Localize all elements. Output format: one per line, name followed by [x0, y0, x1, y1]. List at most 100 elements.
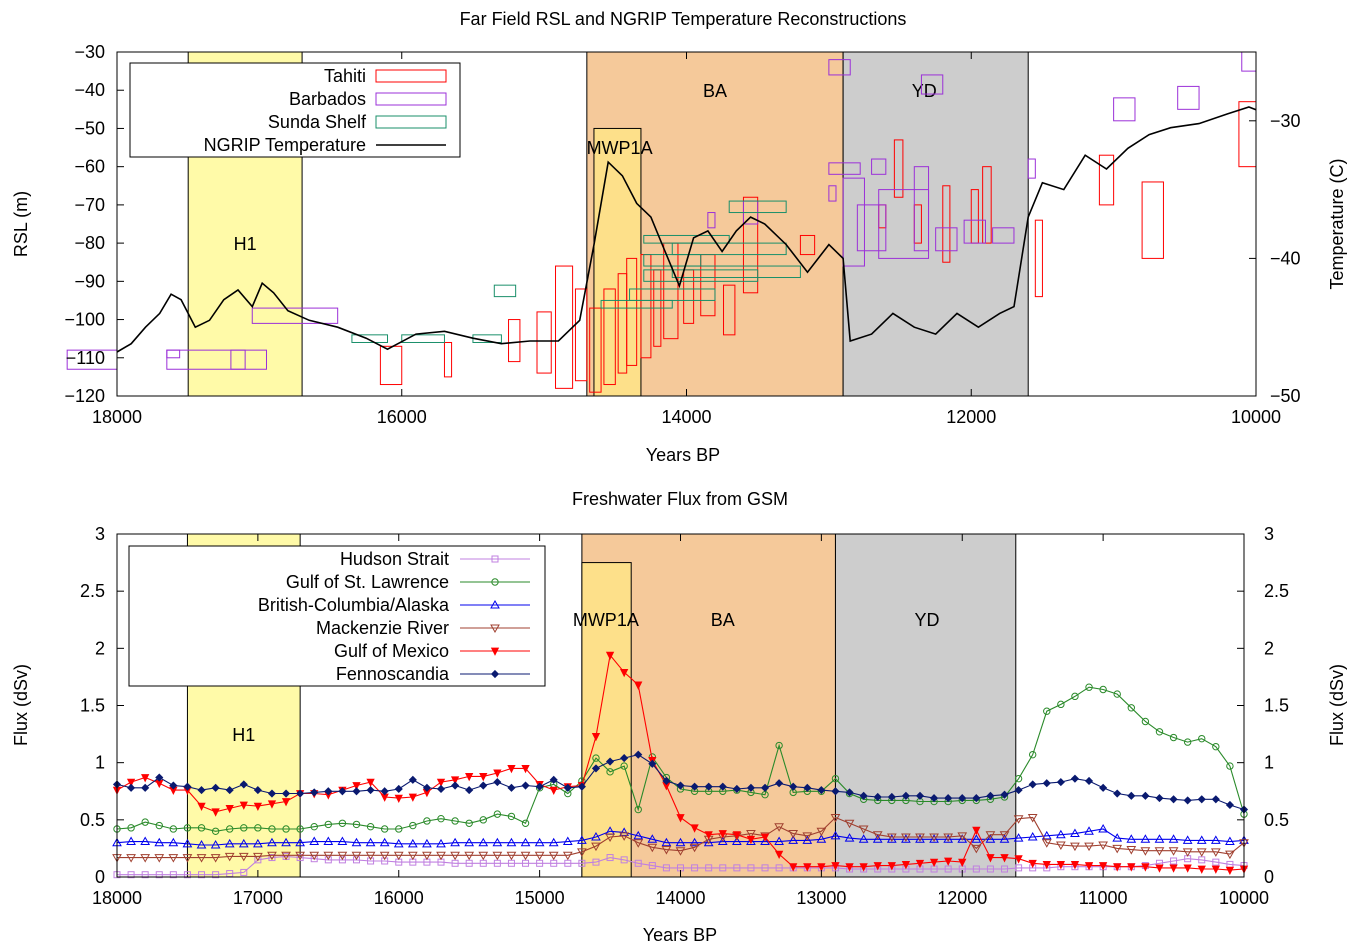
gulf-of-mexico-point [1155, 864, 1164, 873]
british-columbia-alaska-point [267, 837, 277, 847]
y2-tick-label: 0 [1264, 867, 1274, 887]
gulf-of-mexico-point [1141, 863, 1150, 872]
british-columbia-alaska-point [1182, 835, 1193, 844]
mackenzie-river-point [647, 843, 658, 853]
period-label-h1: H1 [234, 234, 257, 254]
mackenzie-river-point [506, 851, 517, 861]
tahiti-box [942, 185, 951, 263]
hudson-strait-point [367, 857, 375, 865]
fennoscandia-point [958, 794, 967, 803]
mackenzie-river-point [1112, 844, 1123, 854]
fennoscandia-point [1113, 789, 1122, 798]
british-columbia-alaska-point [1112, 833, 1123, 842]
mackenzie-river-point [1140, 847, 1151, 856]
mackenzie-river-point [126, 854, 136, 863]
mackenzie-river-line [117, 816, 1245, 859]
mackenzie-river-point [520, 851, 531, 861]
fennoscandia-point [324, 787, 333, 796]
hudson-strait-point [620, 856, 628, 864]
legend-label: Fennoscandia [336, 664, 450, 684]
british-columbia-alaska-point [506, 837, 517, 847]
fennoscandia-point [197, 786, 206, 795]
gulf-of-mexico-point [690, 824, 699, 833]
x-tick-label: 14000 [661, 407, 711, 427]
legend-label: Tahiti [324, 66, 366, 86]
x-tick-label: 17000 [233, 888, 283, 908]
chart-title: Far Field RSL and NGRIP Temperature Reco… [460, 9, 907, 29]
gulf-of-mexico-point [676, 814, 685, 823]
gulf-of-st-lawrence-point [1043, 707, 1051, 715]
gulf-of-mexico-point [634, 681, 643, 690]
gulf-of-st-lawrence-point [282, 825, 290, 833]
barbados-box [251, 307, 339, 324]
gulf-of-st-lawrence-point [493, 810, 502, 818]
mackenzie-river-point [1013, 815, 1024, 824]
gulf-of-mexico-point [1211, 865, 1220, 874]
gulf-of-mexico-point [352, 782, 361, 791]
british-columbia-alaska-point [126, 836, 136, 846]
gulf-of-st-lawrence-point [1226, 762, 1234, 770]
british-columbia-alaska-point [830, 830, 841, 840]
british-columbia-alaska-point [337, 836, 348, 846]
mackenzie-river-point [1196, 848, 1207, 857]
gulf-of-st-lawrence-point [1028, 750, 1037, 759]
gulf-of-mexico-point [944, 857, 953, 866]
mackenzie-river-point [196, 854, 207, 863]
hudson-strait-point [127, 871, 135, 879]
mackenzie-river-point [999, 831, 1010, 840]
gulf-of-mexico-point [605, 651, 615, 661]
mackenzie-river-point [816, 827, 827, 837]
gulf-of-mexico-point [620, 668, 629, 678]
british-columbia-alaska-point [1154, 834, 1165, 843]
gulf-of-st-lawrence-point [1141, 717, 1150, 726]
tahiti-box [508, 319, 521, 363]
fennoscandia-point [1141, 791, 1150, 800]
hudson-strait-point [296, 854, 304, 862]
barbados-box [1027, 158, 1036, 179]
gulf-of-mexico-point [1197, 865, 1206, 874]
gulf-of-st-lawrence-point [183, 824, 192, 832]
hudson-strait-point [719, 864, 727, 872]
gulf-of-mexico-point [436, 778, 446, 787]
mackenzie-river-point [971, 844, 982, 854]
legend-label: NGRIP Temperature [204, 135, 366, 155]
barbados-box [871, 158, 887, 175]
barbados-box [842, 177, 865, 267]
y-tick-label: −60 [74, 157, 105, 177]
legend-swatch [375, 115, 447, 129]
british-columbia-alaska-point [436, 838, 446, 848]
mackenzie-river-point [534, 851, 545, 861]
fennoscandia-point [267, 789, 277, 798]
british-columbia-alaska-point [647, 834, 658, 843]
y-axis-label: Flux (dSv) [11, 664, 31, 746]
gulf-of-st-lawrence-point [226, 825, 234, 833]
gulf-of-mexico-point [1098, 862, 1108, 871]
british-columbia-alaska-point [224, 838, 235, 848]
tahiti-box [626, 257, 638, 366]
fennoscandia-point [380, 787, 389, 796]
british-columbia-alaska-point [154, 837, 165, 847]
british-columbia-alaska-point [1056, 829, 1066, 839]
gulf-of-mexico-point [225, 805, 234, 814]
mackenzie-river-point [210, 854, 221, 863]
hudson-strait-point [944, 865, 952, 873]
gulf-of-st-lawrence-point [254, 824, 262, 832]
gulf-of-st-lawrence-point [775, 741, 783, 750]
gulf-of-mexico-point [253, 802, 263, 812]
gulf-of-st-lawrence-point [1085, 683, 1093, 691]
british-columbia-alaska-point [168, 837, 179, 847]
mackenzie-river-point [633, 839, 644, 848]
gulf-of-st-lawrence-point [606, 768, 614, 776]
gulf-of-mexico-point [732, 831, 741, 840]
gulf-of-mexico-point [465, 772, 474, 782]
british-columbia-alaska-point [901, 834, 911, 843]
fennoscandia-point [296, 789, 305, 798]
mackenzie-river-point [1168, 847, 1179, 856]
fennoscandia-point [1211, 795, 1220, 804]
fennoscandia-point [535, 782, 544, 791]
mackenzie-river-point [1182, 848, 1193, 857]
ngrip-temperature-line [116, 106, 1257, 353]
gulf-of-mexico-point [366, 778, 375, 787]
gulf-of-mexico-point [1183, 864, 1192, 873]
